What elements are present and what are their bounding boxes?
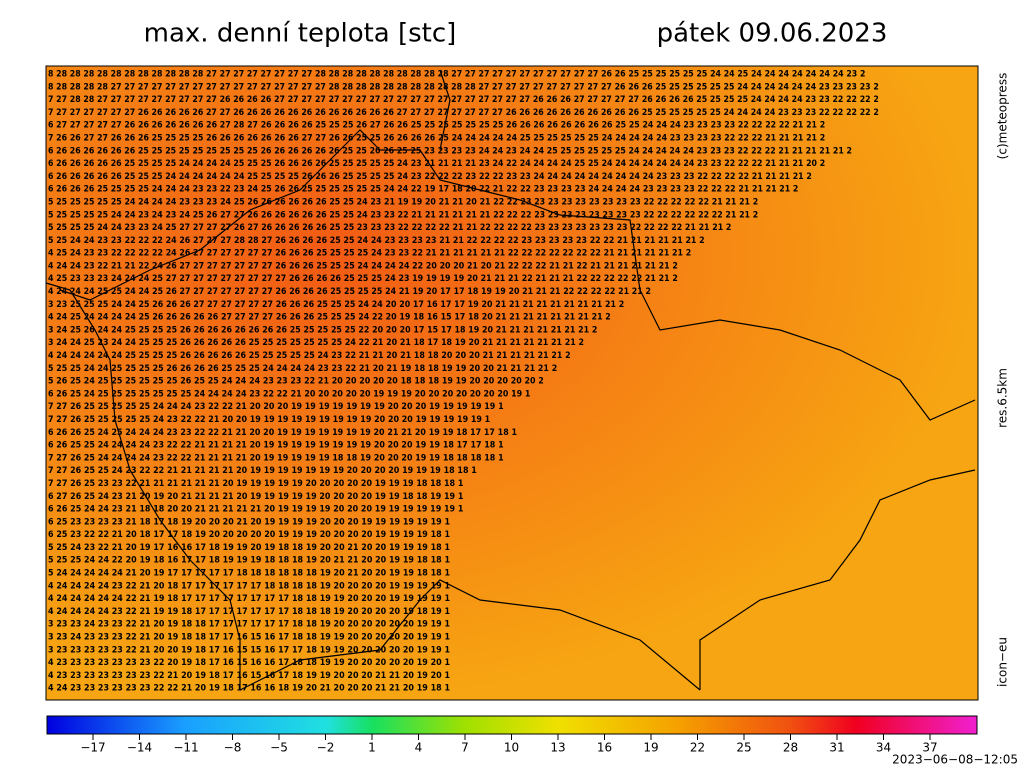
resolution: res.6.5km bbox=[996, 368, 1010, 428]
grid-row: 6 26 26 26 26 26 25 25 25 25 24 24 24 24… bbox=[48, 159, 825, 169]
colorbar-label: 37 bbox=[922, 741, 937, 755]
copyright: (c)meteopress bbox=[996, 73, 1010, 160]
grid-row: 4 24 24 24 24 24 25 25 25 25 26 26 26 26… bbox=[48, 351, 571, 361]
grid-row: 4 24 24 24 25 25 24 24 25 26 27 27 27 27… bbox=[48, 287, 651, 297]
colorbar-label: 7 bbox=[461, 741, 469, 755]
grid-row: 5 26 25 24 25 25 25 25 25 25 26 25 25 24… bbox=[48, 377, 544, 387]
title: max. denní teplota [stc] bbox=[144, 19, 457, 49]
colorbar-labels: −17 −14 −11 −8 −5 −2 1 4 7 10 13 16 19 22 25 28 31 34 37 bbox=[80, 734, 938, 755]
grid-row: 7 27 26 25 23 23 22 21 21 21 21 21 21 20… bbox=[48, 479, 463, 489]
grid-row: 3 24 24 25 23 24 24 25 25 25 26 26 26 26… bbox=[48, 338, 584, 348]
grid-row: 4 23 23 23 23 23 23 23 22 21 20 19 18 17… bbox=[48, 671, 450, 681]
colorbar-label: 4 bbox=[415, 741, 423, 755]
grid-row: 6 26 26 26 26 26 26 25 25 25 25 25 25 25… bbox=[48, 146, 852, 156]
colorbar-label: 31 bbox=[829, 741, 844, 755]
colorbar-label: 19 bbox=[643, 741, 658, 755]
map-area bbox=[45, 65, 979, 701]
colorbar-label: −2 bbox=[317, 741, 335, 755]
borders bbox=[45, 69, 976, 691]
grid-row: 5 25 25 24 24 22 20 19 18 16 17 17 18 19… bbox=[48, 556, 450, 566]
grid-row: 4 24 24 23 22 21 21 22 24 26 27 27 27 27… bbox=[48, 261, 678, 271]
grid-row: 6 26 25 24 25 25 25 25 25 25 25 24 24 24… bbox=[48, 389, 530, 399]
grid-row: 6 26 26 26 26 26 25 25 25 24 24 24 24 24… bbox=[48, 172, 812, 182]
grid-row: 5 25 25 24 24 25 25 25 25 26 26 26 26 25… bbox=[48, 364, 557, 374]
grid-row: 4 24 24 24 24 23 22 21 20 18 17 17 17 17… bbox=[48, 581, 450, 591]
date: pátek 09.06.2023 bbox=[657, 19, 888, 49]
colorbar-label: −8 bbox=[224, 741, 242, 755]
grid-row: 6 26 26 25 24 25 24 24 24 23 23 22 22 21… bbox=[48, 428, 517, 438]
grid-row: 4 24 24 24 24 23 22 21 19 19 18 17 17 17… bbox=[48, 607, 450, 617]
grid-row: 6 27 26 25 24 23 21 20 19 20 21 21 21 21… bbox=[48, 492, 463, 502]
grid-row: 5 25 25 25 24 24 23 23 24 25 27 27 27 27… bbox=[48, 223, 731, 233]
grid-row: 8 28 28 28 28 28 28 28 28 28 28 28 27 27… bbox=[48, 70, 865, 80]
grid-row: 6 26 25 25 24 24 24 24 23 22 22 21 21 21… bbox=[48, 441, 504, 451]
colorbar-label: −17 bbox=[80, 741, 105, 755]
colorbar-label: −14 bbox=[127, 741, 152, 755]
grid-row: 5 25 25 25 25 24 24 23 24 23 24 25 26 27… bbox=[48, 210, 758, 220]
grid-row: 4 24 25 24 24 24 24 25 26 26 26 26 26 27… bbox=[48, 313, 611, 323]
grid-row: 5 24 24 24 24 24 21 20 19 17 17 17 17 17… bbox=[48, 569, 450, 579]
grid-row: 3 23 23 23 23 23 22 21 20 20 19 18 17 16… bbox=[48, 645, 450, 655]
colorbar-label: 28 bbox=[783, 741, 798, 755]
colorbar bbox=[46, 715, 978, 735]
grid-row: 4 24 23 23 23 23 23 23 22 22 21 20 19 18… bbox=[48, 684, 450, 694]
colorbar-label: 16 bbox=[597, 741, 612, 755]
grid-row: 4 24 24 24 24 24 22 21 19 18 17 17 17 17… bbox=[48, 594, 450, 604]
grid-row: 6 25 23 23 23 23 21 18 17 18 19 20 20 20… bbox=[48, 517, 450, 527]
grid-row: 5 25 24 24 23 23 22 22 22 24 26 27 27 27… bbox=[48, 236, 705, 246]
grid-row: 3 24 25 26 24 24 25 25 25 25 26 26 26 26… bbox=[48, 325, 597, 335]
grid-row: 7 27 26 25 25 25 25 25 24 23 22 22 21 20… bbox=[48, 415, 490, 425]
grid-row: 7 27 26 25 25 24 23 22 22 21 21 21 21 21… bbox=[48, 466, 477, 476]
grid-row: 3 23 23 24 23 23 22 21 20 19 18 18 17 17… bbox=[48, 620, 450, 630]
colorbar-label: −5 bbox=[270, 741, 288, 755]
grid-row: 4 23 23 23 23 23 23 23 22 20 19 18 17 16… bbox=[48, 658, 450, 668]
grid-row: 4 25 24 23 23 22 22 22 22 24 26 27 27 27… bbox=[48, 249, 691, 259]
timestamp: 2023−06−08−12:05 bbox=[892, 753, 1018, 767]
colorbar-label: 1 bbox=[368, 741, 376, 755]
colorbar-label: −11 bbox=[173, 741, 198, 755]
grid-row: 5 25 24 23 22 21 20 19 17 16 16 17 18 19… bbox=[48, 543, 450, 553]
grid-row: 7 27 26 25 24 24 24 24 23 22 22 21 21 21… bbox=[48, 453, 504, 463]
grid-row: 6 26 25 24 24 23 21 18 18 20 20 21 21 21… bbox=[48, 505, 463, 515]
grid-row: 6 25 23 22 22 21 20 18 17 17 18 19 20 20… bbox=[48, 530, 450, 540]
colorbar-label: 25 bbox=[736, 741, 751, 755]
colorbar-label: 22 bbox=[690, 741, 705, 755]
grid-row: 7 27 27 27 27 27 27 26 26 26 26 26 27 27… bbox=[48, 108, 879, 118]
grid-row: 7 26 26 27 27 26 26 26 25 25 25 25 26 26… bbox=[48, 133, 825, 143]
grid-row: 3 23 24 23 23 23 22 21 20 19 18 18 17 17… bbox=[48, 633, 450, 643]
grid-row: 5 25 25 25 25 25 24 24 24 24 23 23 23 24… bbox=[48, 197, 758, 207]
grid-row: 6 27 27 27 27 27 26 26 26 26 26 26 26 27… bbox=[48, 121, 825, 131]
grid-row: 7 27 28 28 27 27 27 27 27 27 27 27 27 26… bbox=[48, 95, 879, 105]
colorbar-label: 13 bbox=[550, 741, 565, 755]
value-grid: 8 28 28 28 28 28 28 28 28 28 28 28 27 27… bbox=[48, 70, 879, 694]
model: icon−eu bbox=[996, 637, 1010, 687]
grid-row: 4 25 23 23 23 24 24 24 25 27 27 27 27 27… bbox=[48, 274, 678, 284]
grid-row: 8 28 28 28 28 27 27 27 27 27 27 27 27 27… bbox=[48, 82, 879, 92]
grid-row: 3 23 25 25 25 24 24 25 26 26 26 27 27 27… bbox=[48, 300, 624, 310]
grid-row: 6 26 26 26 25 25 25 25 24 24 24 23 23 22… bbox=[48, 185, 798, 195]
colorbar-label: 34 bbox=[876, 741, 891, 755]
grid-row: 7 27 26 25 25 25 25 25 24 24 24 23 22 22… bbox=[48, 402, 504, 412]
colorbar-label: 10 bbox=[504, 741, 519, 755]
